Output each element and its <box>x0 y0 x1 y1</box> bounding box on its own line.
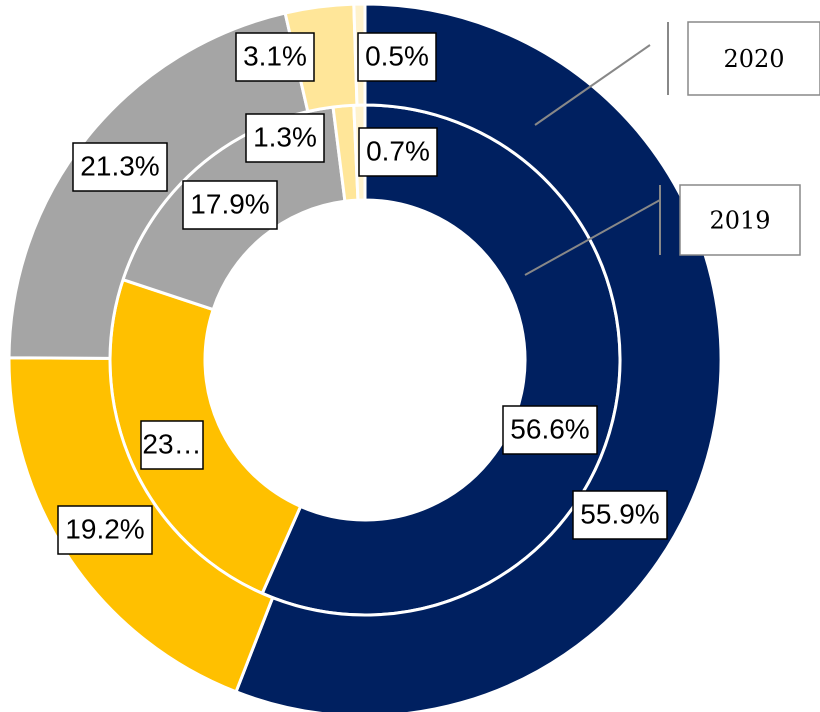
data-label: 19.2% <box>65 513 144 544</box>
data-label-box <box>357 32 437 82</box>
data-label: 56.6% <box>510 413 589 444</box>
data-label-box <box>72 142 168 192</box>
data-label: 17.9% <box>190 188 269 219</box>
series-name-box <box>679 184 801 256</box>
series-name-box <box>687 21 820 96</box>
data-label: 23… <box>142 428 201 459</box>
callout-line <box>524 199 661 276</box>
data-label: 0.5% <box>365 40 429 71</box>
data-label: 21.3% <box>80 150 159 181</box>
data-label-box <box>182 180 278 230</box>
data-label-box <box>502 405 598 455</box>
series-name: 2020 <box>723 45 784 73</box>
data-label-box <box>245 113 325 163</box>
callout-line <box>534 44 651 126</box>
data-label-box <box>57 505 153 555</box>
data-label-box <box>572 490 668 540</box>
series-name: 2019 <box>709 207 770 235</box>
data-label: 3.1% <box>243 40 307 71</box>
data-label-box <box>235 32 315 82</box>
data-label: 55.9% <box>580 498 659 529</box>
data-label-box <box>358 127 438 177</box>
data-label: 1.3% <box>253 121 317 152</box>
data-label: 0.7% <box>366 135 430 166</box>
data-label-box <box>140 420 204 470</box>
